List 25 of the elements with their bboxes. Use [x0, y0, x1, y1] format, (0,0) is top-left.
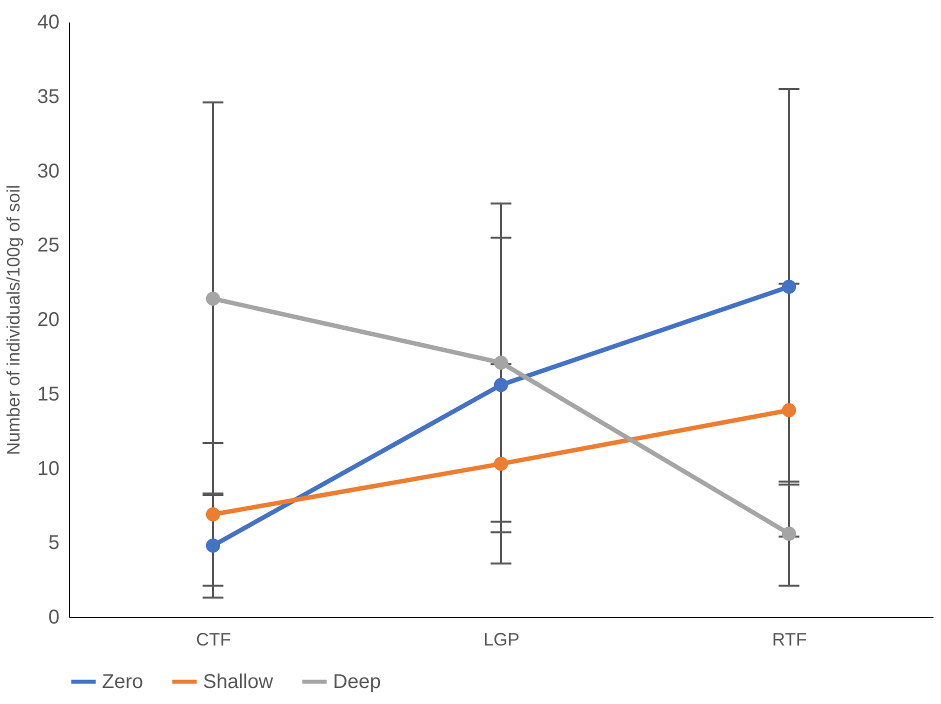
y-tick-label: 35: [37, 86, 60, 108]
point: [782, 403, 796, 418]
point: [206, 538, 220, 553]
legend-label: Deep: [333, 670, 381, 693]
y-tick-label: 15: [37, 383, 60, 406]
y-tick-label: 0: [48, 606, 60, 628]
y-tick-label: 30: [37, 160, 60, 182]
point: [206, 292, 220, 306]
legend-label: Shallow: [203, 670, 274, 693]
legend-label: Zero: [102, 670, 144, 693]
point: [206, 507, 220, 522]
y-tick-label: 20: [37, 309, 60, 331]
y-tick-label: 40: [37, 12, 60, 34]
point: [494, 378, 508, 392]
point: [494, 456, 508, 471]
x-tick-label: RTF: [772, 630, 807, 650]
point: [782, 526, 796, 541]
x-tick-label: LGP: [483, 630, 520, 650]
y-axis-title: Number of individuals/100g of soil: [3, 184, 24, 456]
point: [494, 356, 508, 370]
y-tick-label: 5: [48, 532, 60, 554]
point: [782, 280, 796, 294]
y-tick-label: 25: [37, 234, 60, 257]
x-tick-label: CTF: [196, 630, 231, 650]
y-tick-label: 10: [37, 458, 60, 480]
